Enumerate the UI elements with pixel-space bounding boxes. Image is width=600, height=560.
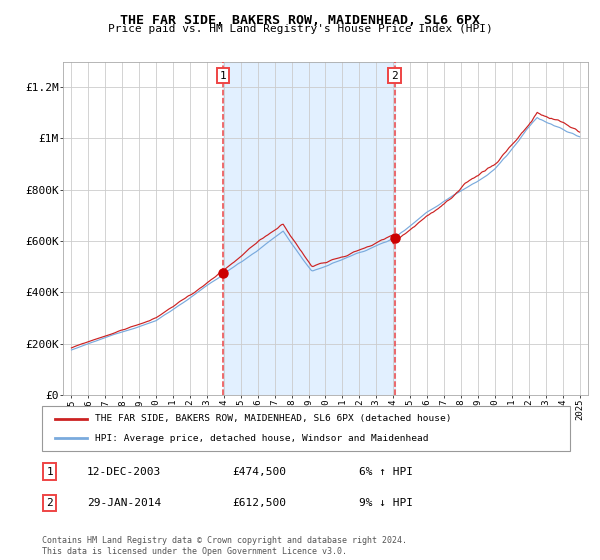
Text: 1: 1 bbox=[47, 466, 53, 477]
Text: 1: 1 bbox=[220, 71, 226, 81]
Text: 2: 2 bbox=[47, 498, 53, 508]
Text: 29-JAN-2014: 29-JAN-2014 bbox=[87, 498, 161, 508]
Text: THE FAR SIDE, BAKERS ROW, MAIDENHEAD, SL6 6PX: THE FAR SIDE, BAKERS ROW, MAIDENHEAD, SL… bbox=[120, 14, 480, 27]
Text: £612,500: £612,500 bbox=[232, 498, 286, 508]
Text: 6% ↑ HPI: 6% ↑ HPI bbox=[359, 466, 413, 477]
Text: 12-DEC-2003: 12-DEC-2003 bbox=[87, 466, 161, 477]
Text: 2: 2 bbox=[391, 71, 398, 81]
Text: THE FAR SIDE, BAKERS ROW, MAIDENHEAD, SL6 6PX (detached house): THE FAR SIDE, BAKERS ROW, MAIDENHEAD, SL… bbox=[95, 414, 451, 423]
Text: £474,500: £474,500 bbox=[232, 466, 286, 477]
Text: HPI: Average price, detached house, Windsor and Maidenhead: HPI: Average price, detached house, Wind… bbox=[95, 434, 428, 443]
Text: 9% ↓ HPI: 9% ↓ HPI bbox=[359, 498, 413, 508]
Text: Contains HM Land Registry data © Crown copyright and database right 2024.
This d: Contains HM Land Registry data © Crown c… bbox=[42, 536, 407, 556]
FancyBboxPatch shape bbox=[42, 406, 570, 451]
Text: Price paid vs. HM Land Registry's House Price Index (HPI): Price paid vs. HM Land Registry's House … bbox=[107, 24, 493, 34]
Bar bbox=[223, 62, 395, 395]
